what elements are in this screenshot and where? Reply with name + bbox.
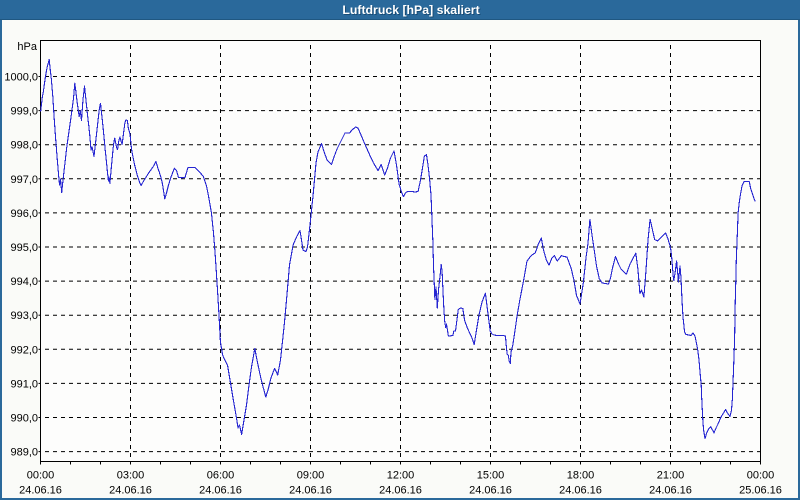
svg-text:09:00: 09:00 <box>297 470 325 482</box>
svg-text:18:00: 18:00 <box>567 470 595 482</box>
svg-text:24.06.16: 24.06.16 <box>559 485 602 497</box>
svg-text:21:00: 21:00 <box>657 470 685 482</box>
svg-text:989,0: 989,0 <box>10 447 38 459</box>
svg-text:06:00: 06:00 <box>207 470 235 482</box>
svg-text:996,0: 996,0 <box>10 208 38 220</box>
svg-text:998,0: 998,0 <box>10 140 38 152</box>
svg-text:995,0: 995,0 <box>10 242 38 254</box>
svg-text:Luftdruck [hPa] skaliert: Luftdruck [hPa] skaliert <box>343 4 480 18</box>
svg-text:992,0: 992,0 <box>10 344 38 356</box>
svg-text:15:00: 15:00 <box>477 470 505 482</box>
svg-text:994,0: 994,0 <box>10 276 38 288</box>
svg-text:999,0: 999,0 <box>10 106 38 118</box>
svg-text:Luftdruck [hPa] skaliert: Luftdruck [hPa] skaliert <box>342 3 479 17</box>
svg-text:24.06.16: 24.06.16 <box>289 485 332 497</box>
svg-text:hPa: hPa <box>17 41 37 53</box>
svg-text:00:00: 00:00 <box>747 470 775 482</box>
svg-text:997,0: 997,0 <box>10 174 38 186</box>
svg-text:991,0: 991,0 <box>10 378 38 390</box>
svg-text:00:00: 00:00 <box>27 470 55 482</box>
svg-text:24.06.16: 24.06.16 <box>109 485 152 497</box>
svg-text:25.06.16: 25.06.16 <box>739 485 782 497</box>
svg-text:993,0: 993,0 <box>10 310 38 322</box>
svg-text:12:00: 12:00 <box>387 470 415 482</box>
svg-text:24.06.16: 24.06.16 <box>199 485 242 497</box>
svg-text:1000,0: 1000,0 <box>4 72 38 84</box>
svg-text:24.06.16: 24.06.16 <box>379 485 422 497</box>
svg-text:24.06.16: 24.06.16 <box>649 485 692 497</box>
svg-text:990,0: 990,0 <box>10 413 38 425</box>
svg-text:24.06.16: 24.06.16 <box>469 485 512 497</box>
svg-text:03:00: 03:00 <box>117 470 145 482</box>
svg-text:24.06.16: 24.06.16 <box>19 485 62 497</box>
